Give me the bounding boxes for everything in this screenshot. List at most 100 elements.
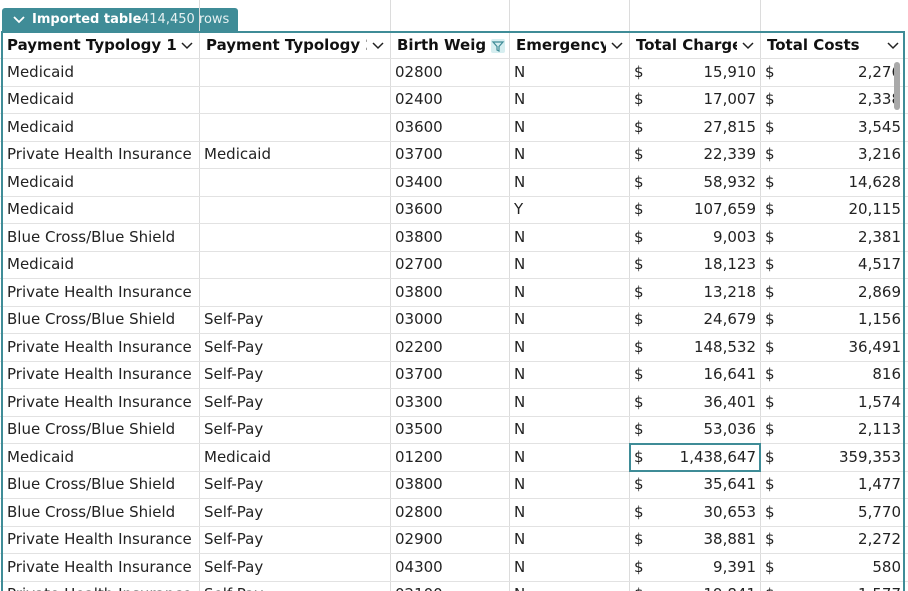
table-cell[interactable]: 1,156 — [858, 310, 901, 328]
table-cell[interactable]: 03600 — [395, 117, 443, 136]
table-cell[interactable]: 14,628 — [848, 172, 902, 191]
table-cell[interactable]: $ — [634, 117, 644, 136]
table-cell[interactable]: 5,770 — [858, 502, 901, 521]
table-cell[interactable]: Blue Cross/Blue Shield — [7, 502, 176, 521]
table-cell[interactable]: 02200 — [395, 337, 443, 356]
table-cell[interactable]: $ — [765, 420, 775, 438]
table-cell[interactable]: Medicaid — [7, 447, 74, 466]
table-cell[interactable]: $ — [634, 62, 644, 81]
table-cell[interactable]: 580 — [872, 557, 901, 576]
table-cell[interactable]: $ — [634, 530, 644, 548]
table-cell[interactable]: 13,218 — [703, 282, 757, 301]
table-cell[interactable]: 9,003 — [713, 227, 756, 246]
table-cell[interactable]: 816 — [872, 365, 901, 383]
table-cell[interactable]: $ — [765, 502, 775, 521]
table-cell[interactable]: 2,869 — [858, 282, 901, 301]
table-cell[interactable]: N — [514, 581, 628, 591]
table-cell[interactable]: 35,641 — [703, 475, 757, 493]
table-cell[interactable]: $ — [765, 530, 775, 548]
table-cell[interactable]: Medicaid — [7, 117, 74, 136]
table-cell[interactable]: $ — [634, 392, 644, 411]
table-cell[interactable]: 1,577 — [780, 581, 901, 591]
table-cell[interactable]: 24,679 — [703, 310, 757, 328]
table-cell[interactable]: $ — [634, 255, 644, 273]
table-cell[interactable]: 03500 — [395, 420, 443, 438]
table-cell[interactable]: N — [514, 530, 526, 548]
table-cell[interactable]: 15,910 — [703, 62, 757, 81]
table-cell[interactable]: $ — [634, 581, 654, 591]
table-cell[interactable]: Self-Pay — [204, 530, 264, 548]
table-cell[interactable]: $ — [634, 447, 644, 466]
table-cell[interactable]: $ — [765, 557, 775, 576]
table-cell[interactable]: $ — [765, 392, 775, 411]
table-cell[interactable]: $ — [765, 62, 775, 81]
table-cell[interactable]: Medicaid — [7, 90, 74, 108]
table-cell[interactable]: Blue Cross/Blue Shield — [7, 310, 176, 328]
table-cell[interactable]: Medicaid — [7, 255, 74, 273]
table-cell[interactable]: 04300 — [395, 557, 443, 576]
table-cell[interactable]: N — [514, 392, 526, 411]
table-cell[interactable]: Self-Pay — [204, 557, 264, 576]
table-cell[interactable]: N — [514, 172, 526, 191]
table-cell[interactable]: Private Health Insurance — [7, 530, 192, 548]
table-cell[interactable]: $ — [765, 581, 785, 591]
table-cell[interactable]: 1,438,647 — [679, 447, 756, 466]
table-cell[interactable]: Self-Pay — [204, 365, 264, 383]
menu-icon[interactable] — [611, 42, 623, 50]
table-cell[interactable]: 9,391 — [713, 557, 756, 576]
table-cell[interactable]: Self-Pay — [204, 420, 264, 438]
table-cell[interactable]: 3,216 — [858, 145, 901, 163]
table-cell[interactable]: Self-Pay — [204, 392, 264, 411]
table-cell[interactable]: Blue Cross/Blue Shield — [7, 475, 176, 493]
table-cell[interactable]: 53,036 — [703, 420, 757, 438]
table-cell[interactable]: Private Health Insurance — [7, 557, 192, 576]
table-cell[interactable]: $ — [765, 447, 775, 466]
table-cell[interactable]: 03600 — [395, 200, 443, 218]
table-cell[interactable]: Private Health Insurance — [7, 392, 192, 411]
table-cell[interactable]: Medicaid — [7, 200, 74, 218]
table-cell[interactable]: 17,007 — [703, 90, 757, 108]
table-cell[interactable]: $ — [634, 557, 644, 576]
column-header[interactable]: Total Costs — [767, 32, 905, 58]
table-cell[interactable]: $ — [765, 310, 775, 328]
table-cell[interactable]: Private Health Insurance — [7, 282, 192, 301]
table-cell[interactable]: $ — [634, 337, 644, 356]
table-cell[interactable]: 02700 — [395, 255, 443, 273]
table-cell[interactable]: $ — [634, 200, 644, 218]
table-cell[interactable]: 36,491 — [848, 337, 902, 356]
table-tab[interactable]: Imported table 414,450 rows — [2, 8, 238, 31]
table-cell[interactable]: 01200 — [395, 447, 443, 466]
table-cell[interactable]: 1,574 — [858, 392, 901, 411]
table-cell[interactable]: 36,401 — [703, 392, 757, 411]
table-cell[interactable]: N — [514, 420, 526, 438]
table-cell[interactable]: $ — [634, 145, 644, 163]
table-cell[interactable]: Private Health Insurance — [7, 581, 198, 591]
table-cell[interactable]: 20,115 — [848, 200, 902, 218]
table-cell[interactable]: N — [514, 62, 526, 81]
filter-icon[interactable] — [491, 39, 505, 53]
table-cell[interactable]: $ — [765, 282, 775, 301]
table-cell[interactable]: $ — [765, 117, 775, 136]
table-cell[interactable]: Blue Cross/Blue Shield — [7, 227, 176, 246]
table-cell[interactable]: $ — [634, 227, 644, 246]
table-cell[interactable]: 03700 — [395, 365, 443, 383]
table-cell[interactable]: Private Health Insurance — [7, 337, 192, 356]
table-cell[interactable]: N — [514, 117, 526, 136]
table-cell[interactable]: 359,353 — [838, 447, 901, 466]
table-cell[interactable]: 58,932 — [703, 172, 757, 191]
table-cell[interactable]: 27,815 — [703, 117, 757, 136]
table-cell[interactable]: $ — [634, 310, 644, 328]
table-cell[interactable]: 19,841 — [649, 581, 757, 591]
table-cell[interactable]: 02800 — [395, 62, 443, 81]
table-cell[interactable]: $ — [765, 200, 775, 218]
table-cell[interactable]: 2,381 — [858, 227, 901, 246]
menu-icon[interactable] — [372, 42, 384, 50]
table-cell[interactable]: 02900 — [395, 530, 443, 548]
table-cell[interactable]: 38,881 — [703, 530, 757, 548]
table-cell[interactable]: Self-Pay — [204, 337, 264, 356]
table-cell[interactable]: N — [514, 227, 526, 246]
table-cell[interactable]: Self-Pay — [204, 310, 264, 328]
table-cell[interactable]: N — [514, 502, 526, 521]
table-cell[interactable]: N — [514, 255, 526, 273]
table-cell[interactable]: $ — [765, 90, 775, 108]
